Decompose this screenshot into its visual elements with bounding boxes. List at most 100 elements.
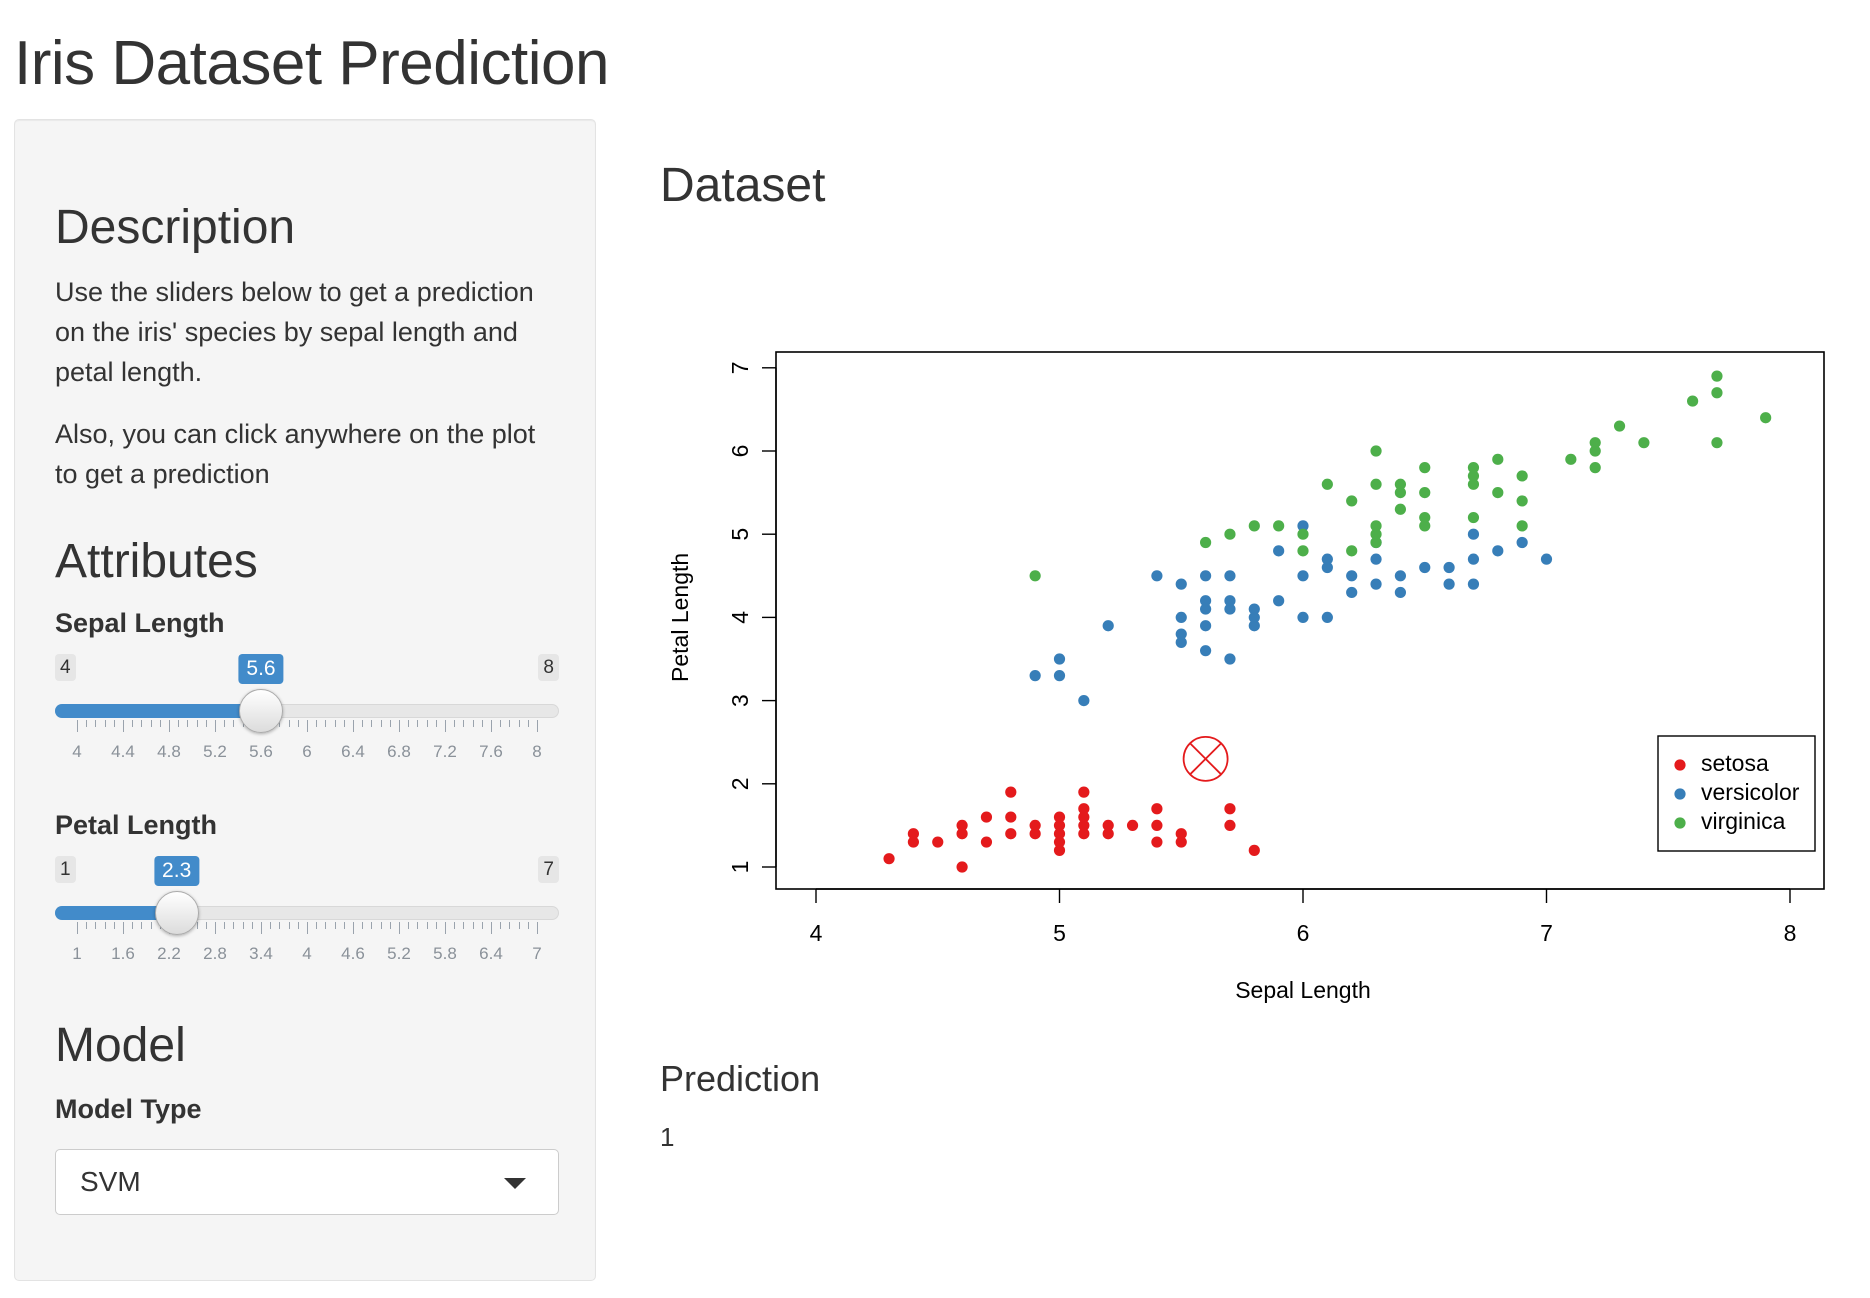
description-heading: Description xyxy=(55,201,296,254)
slider-tick xyxy=(77,720,78,732)
legend-label-virginica: virginica xyxy=(1701,808,1786,834)
slider-minor-tick xyxy=(316,922,318,929)
data-point-virginica xyxy=(1760,412,1772,424)
data-point-versicolor xyxy=(1297,520,1309,532)
y-tick-label: 2 xyxy=(727,777,753,790)
data-point-virginica xyxy=(1346,495,1358,507)
data-point-virginica xyxy=(1394,503,1406,515)
data-point-setosa xyxy=(980,811,993,823)
prediction-marker-cross xyxy=(1189,742,1223,776)
slider-tick-label: 7 xyxy=(532,944,542,963)
data-point-versicolor xyxy=(1346,570,1358,582)
slider-minor-tick xyxy=(104,720,106,727)
data-point-setosa xyxy=(932,836,944,848)
data-point-versicolor xyxy=(1175,628,1187,640)
slider-tick xyxy=(215,720,216,732)
data-point-virginica xyxy=(1711,437,1723,449)
sepal-slider-handle[interactable] xyxy=(239,689,283,733)
slider-minor-tick xyxy=(481,720,483,727)
slider-minor-tick xyxy=(509,922,511,929)
data-point-versicolor xyxy=(1321,611,1333,623)
slider-minor-tick xyxy=(233,922,235,929)
slider-tick xyxy=(215,922,216,934)
prediction-value: 1 xyxy=(660,1122,675,1152)
data-point-setosa xyxy=(1029,819,1041,831)
slider-tick xyxy=(353,922,354,934)
chevron-down-icon xyxy=(504,1178,526,1189)
data-point-versicolor xyxy=(1394,586,1406,599)
data-point-versicolor xyxy=(1200,570,1212,582)
slider-minor-tick xyxy=(389,922,391,929)
scatter-plot[interactable]: 4 5 6 7 8 1 2 3 4 5 6 7 Sepal Length Petal Length seto… xyxy=(652,330,1852,1030)
petal-length-slider[interactable]: 1 1.6 2.2 2.8 3.4 4 4.6 5.2 5.8 6.4 7 1 7 2.3 xyxy=(55,856,559,976)
slider-tick xyxy=(123,922,124,934)
slider-tick-label: 6 xyxy=(302,742,312,761)
slider-tick xyxy=(399,922,400,934)
slider-minor-tick xyxy=(472,720,474,727)
data-point-versicolor xyxy=(1200,645,1212,657)
data-point-virginica xyxy=(1711,370,1723,382)
slider-minor-tick xyxy=(150,720,152,727)
slider-tick-label: 4.8 xyxy=(157,742,181,761)
slider-tick-label: 8 xyxy=(532,742,542,761)
slider-tick-label: 6.8 xyxy=(387,742,411,761)
data-point-versicolor xyxy=(1492,545,1504,557)
page-title: Iris Dataset Prediction xyxy=(14,29,609,98)
slider-minor-tick xyxy=(86,720,88,727)
data-point-versicolor xyxy=(1078,695,1090,707)
x-axis-label: Sepal Length xyxy=(1235,977,1371,1003)
data-point-versicolor xyxy=(1443,561,1455,574)
slider-minor-tick xyxy=(518,922,520,929)
slider-minor-tick xyxy=(113,922,115,929)
slider-minor-tick xyxy=(472,922,474,929)
slider-tick xyxy=(169,720,170,732)
data-point-setosa xyxy=(1078,828,1090,840)
slider-tick-label: 4 xyxy=(72,742,82,761)
slider-minor-tick xyxy=(463,720,465,727)
slider-minor-tick xyxy=(371,922,373,929)
data-point-setosa xyxy=(1078,786,1090,798)
data-point-versicolor xyxy=(1102,620,1114,632)
data-point-virginica xyxy=(1565,453,1577,465)
data-point-virginica xyxy=(1321,478,1333,490)
petal-slider-handle[interactable] xyxy=(154,891,199,935)
data-point-setosa xyxy=(1151,819,1163,831)
slider-tick-label: 5.8 xyxy=(433,944,457,963)
slider-minor-tick xyxy=(334,922,336,929)
legend-marker-versicolor xyxy=(1674,788,1686,800)
data-point-virginica xyxy=(1200,536,1212,549)
data-point-virginica xyxy=(1297,545,1309,557)
model-type-value: SVM xyxy=(80,1166,141,1197)
slider-minor-tick xyxy=(518,720,520,727)
data-point-versicolor xyxy=(1200,603,1212,615)
slider-tick xyxy=(491,720,492,732)
slider-minor-tick xyxy=(316,720,318,727)
petal-min-label: 1 xyxy=(55,856,76,883)
x-tick-label: 7 xyxy=(1540,920,1553,946)
sepal-slider-fill xyxy=(55,704,261,718)
slider-minor-tick xyxy=(104,922,106,929)
model-type-select[interactable]: SVM xyxy=(55,1149,559,1215)
petal-slider-fill xyxy=(55,906,177,920)
data-point-versicolor xyxy=(1248,603,1260,615)
data-point-versicolor xyxy=(1175,611,1187,623)
sepal-length-slider[interactable]: 4 4.4 4.8 5.2 5.6 6 6.4 6.8 7.2 7.6 8 4 8 5.6 xyxy=(55,654,559,774)
slider-minor-tick xyxy=(178,720,180,727)
data-point-setosa xyxy=(1053,844,1066,856)
slider-tick-label: 2.8 xyxy=(203,944,227,963)
model-type-label: Model Type xyxy=(55,1094,202,1124)
data-point-versicolor xyxy=(1175,578,1187,590)
slider-minor-tick xyxy=(233,720,235,727)
slider-tick-label: 4.6 xyxy=(341,944,365,963)
slider-minor-tick xyxy=(417,922,419,929)
data-point-setosa xyxy=(1175,836,1187,848)
slider-minor-tick xyxy=(334,720,336,727)
description-text-2: Also, you can click anywhere on the plot… xyxy=(55,419,536,489)
slider-minor-tick xyxy=(417,720,419,727)
data-point-virginica xyxy=(1370,445,1382,457)
slider-minor-tick xyxy=(426,922,428,929)
data-point-setosa xyxy=(1151,803,1163,815)
data-point-virginica xyxy=(1467,478,1480,490)
slider-tick xyxy=(123,720,124,732)
slider-minor-tick xyxy=(86,922,88,929)
